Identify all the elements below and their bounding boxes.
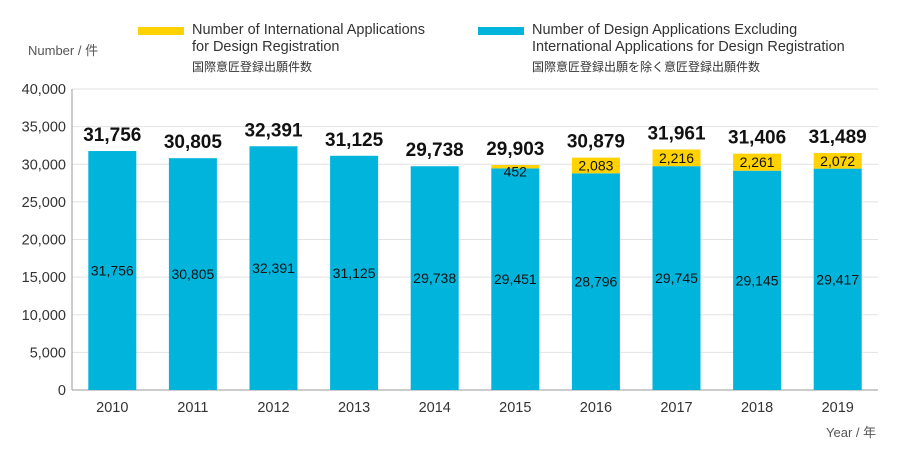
- data-label-international: 2,072: [820, 153, 855, 169]
- data-label-total: 31,489: [809, 127, 867, 148]
- y-tick-label: 40,000: [22, 82, 66, 98]
- y-tick-label: 5,000: [30, 345, 66, 361]
- data-label-domestic: 31,756: [91, 263, 134, 279]
- data-label-domestic: 29,745: [655, 270, 698, 286]
- data-label-total: 31,961: [647, 123, 706, 144]
- x-tick-label: 2016: [580, 400, 612, 416]
- y-tick-label: 35,000: [22, 120, 66, 136]
- data-label-total: 31,756: [83, 125, 141, 146]
- y-tick-label: 0: [58, 383, 66, 399]
- bar-domestic: [88, 151, 137, 390]
- data-label-domestic: 32,391: [252, 260, 295, 276]
- data-label-domestic: 29,738: [413, 270, 456, 286]
- bar-domestic: [249, 146, 298, 390]
- legend-label-international-line2: for Design Registration: [192, 39, 340, 55]
- legend-label-international-jp: 国際意匠登録出願件数: [192, 60, 313, 74]
- data-label-domestic: 31,125: [333, 265, 376, 281]
- x-tick-label: 2019: [822, 400, 854, 416]
- data-label-total: 30,805: [164, 132, 223, 153]
- y-axis-label: Number / 件: [28, 43, 99, 58]
- data-label-total: 29,903: [486, 139, 544, 160]
- data-label-total: 32,391: [244, 120, 303, 141]
- legend-swatch-international: [138, 27, 184, 35]
- bar-domestic: [733, 170, 782, 390]
- x-tick-label: 2011: [177, 400, 208, 416]
- data-label-international: 2,261: [740, 154, 775, 170]
- bar-international: [813, 153, 862, 169]
- bar-domestic: [652, 166, 701, 390]
- x-tick-label: 2012: [257, 400, 289, 416]
- legend-swatch-domestic: [478, 27, 524, 35]
- data-label-domestic: 29,417: [816, 271, 859, 287]
- legend-label-international-line1: Number of International Applications: [192, 22, 425, 38]
- x-tick-label: 2014: [419, 400, 451, 416]
- legend-label-domestic-line2: International Applications for Design Re…: [532, 39, 845, 55]
- y-tick-label: 10,000: [22, 308, 66, 324]
- bar-domestic: [571, 173, 620, 390]
- bar-domestic: [330, 155, 379, 390]
- y-tick-label: 15,000: [22, 270, 66, 286]
- y-tick-label: 25,000: [22, 195, 66, 211]
- x-tick-label: 2015: [499, 400, 531, 416]
- data-label-domestic: 29,145: [736, 272, 779, 288]
- data-label-domestic: 28,796: [574, 274, 617, 290]
- bar-domestic: [410, 166, 459, 390]
- x-tick-label: 2018: [741, 400, 773, 416]
- data-label-international: 452: [504, 163, 528, 179]
- bar-international: [733, 153, 782, 171]
- legend-label-domestic-jp: 国際意匠登録出願を除く意匠登録出願件数: [532, 60, 761, 74]
- bar-international: [652, 149, 701, 167]
- bar-international: [571, 157, 620, 174]
- data-label-international: 2,216: [659, 150, 694, 166]
- data-label-total: 30,879: [567, 132, 625, 153]
- data-label-international: 2,083: [578, 157, 613, 173]
- bar-domestic: [813, 168, 862, 390]
- data-label-total: 29,738: [406, 140, 464, 161]
- data-label-domestic: 30,805: [171, 266, 214, 282]
- data-label-total: 31,406: [728, 128, 786, 149]
- data-label-total: 31,125: [325, 130, 384, 151]
- y-tick-label: 20,000: [22, 233, 66, 249]
- x-tick-label: 2017: [660, 400, 692, 416]
- data-label-domestic: 29,451: [494, 271, 537, 287]
- legend-label-domestic-line1: Number of Design Applications Excluding: [532, 22, 798, 38]
- x-tick-label: 2013: [338, 400, 370, 416]
- y-tick-label: 30,000: [22, 157, 66, 173]
- x-axis-label: Year / 年: [826, 425, 877, 440]
- bar-domestic: [491, 168, 540, 390]
- bar-international: [491, 164, 540, 169]
- x-tick-label: 2010: [96, 400, 128, 416]
- bar-domestic: [168, 158, 217, 390]
